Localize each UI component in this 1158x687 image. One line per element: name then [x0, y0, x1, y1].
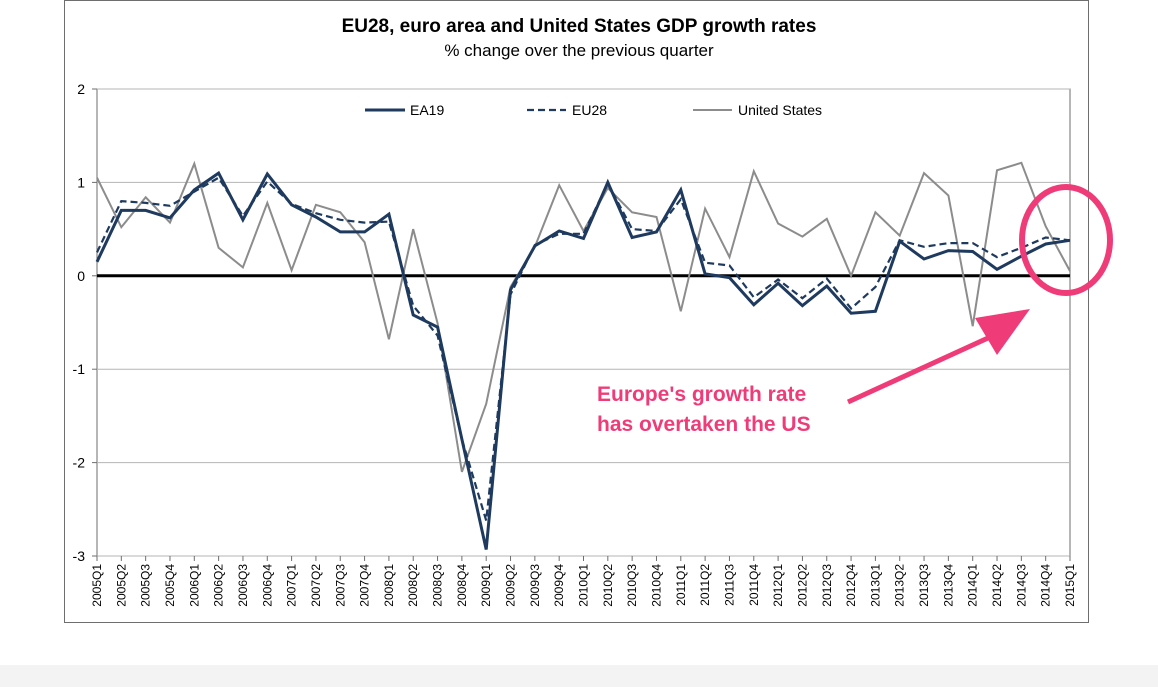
chart-title: EU28, euro area and United States GDP gr…	[341, 16, 817, 37]
x-tick-label: 2009Q2	[504, 564, 518, 607]
x-tick-label: 2014Q1	[966, 564, 980, 607]
legend-label: EA19	[410, 102, 444, 118]
x-tick-label: 2005Q2	[114, 564, 128, 607]
gridlines	[96, 88, 1071, 557]
x-axis-ticks: 2005Q1 2005Q2 2005Q3 2005Q4 2006Q1 2006Q2 2006…	[90, 556, 1077, 607]
chart-subtitle: % change over the previous quarter	[444, 41, 714, 60]
x-tick-label: 2006Q2	[212, 564, 226, 607]
x-tick-label: 2011Q3	[722, 564, 736, 606]
plot-area-border	[96, 88, 1071, 557]
x-tick-label: 2014Q4	[1039, 564, 1053, 607]
y-tick-label: 0	[77, 268, 85, 284]
series-line-united-states	[96, 160, 1071, 473]
annotation-line-2: has overtaken the US	[597, 413, 811, 436]
x-tick-label: 2012Q4	[844, 564, 858, 607]
x-tick-label: 2013Q1	[868, 564, 882, 607]
annotation-arrow-shaft	[846, 335, 990, 405]
series-line-ea19	[95, 170, 1071, 550]
x-tick-label: 2010Q2	[601, 564, 615, 607]
x-tick-label: 2014Q3	[1014, 564, 1028, 607]
x-tick-label: 2009Q3	[528, 564, 542, 607]
y-tick-label: -2	[73, 455, 86, 471]
page-footer-strip	[0, 665, 1158, 687]
x-tick-label: 2009Q4	[552, 564, 566, 607]
x-tick-label: 2008Q1	[382, 564, 396, 607]
x-tick-label: 2011Q4	[747, 564, 761, 606]
annotation-line-1: Europe's growth rate	[597, 383, 806, 406]
x-tick-label: 2011Q2	[698, 564, 712, 606]
annotation-arrow-head	[975, 309, 1030, 355]
x-tick-label: 2012Q2	[795, 564, 809, 607]
x-tick-label: 2013Q3	[917, 564, 931, 607]
x-tick-label: 2009Q1	[479, 564, 493, 607]
x-tick-label: 2010Q1	[577, 564, 591, 607]
x-tick-label: 2007Q2	[309, 564, 323, 607]
annotation-overlay: Europe's growth rate has overtaken the US	[597, 184, 1113, 436]
x-tick-label: 2005Q4	[163, 564, 177, 607]
legend-label: EU28	[572, 102, 607, 118]
y-axis-ticks: 2 1 0 -1 -2 -3	[73, 81, 97, 564]
x-tick-label: 2006Q4	[260, 564, 274, 607]
x-tick-label: 2010Q3	[625, 564, 639, 607]
x-tick-label: 2007Q3	[333, 564, 347, 607]
y-tick-label: -3	[73, 548, 86, 564]
x-tick-label: 2008Q4	[455, 564, 469, 607]
series-lines	[95, 160, 1071, 550]
x-tick-label: 2008Q2	[406, 564, 420, 607]
y-tick-label: -1	[73, 361, 86, 377]
chart-frame	[64, 0, 1089, 623]
x-tick-label: 2010Q4	[649, 564, 663, 607]
x-tick-label: 2007Q4	[358, 564, 372, 607]
legend-label: United States	[738, 102, 822, 118]
series-line-eu28	[96, 176, 1071, 521]
x-tick-label: 2005Q3	[139, 564, 153, 607]
x-tick-label: 2012Q1	[771, 564, 785, 607]
x-tick-label: 2014Q2	[990, 564, 1004, 607]
x-tick-label: 2013Q2	[893, 564, 907, 607]
x-tick-label: 2006Q3	[236, 564, 250, 607]
x-tick-label: 2005Q1	[90, 564, 104, 607]
y-tick-label: 2	[77, 81, 85, 97]
x-tick-label: 2006Q1	[187, 564, 201, 607]
x-tick-label: 2015Q1	[1063, 564, 1077, 607]
x-tick-label: 2008Q3	[431, 564, 445, 607]
x-tick-label: 2007Q1	[285, 564, 299, 607]
highlight-circle	[1019, 184, 1113, 296]
y-tick-label: 1	[77, 174, 85, 190]
legend: EA19 EU28 United States	[365, 102, 822, 118]
x-tick-label: 2012Q3	[820, 564, 834, 607]
x-tick-label: 2011Q1	[674, 564, 688, 606]
x-tick-label: 2013Q4	[941, 564, 955, 607]
